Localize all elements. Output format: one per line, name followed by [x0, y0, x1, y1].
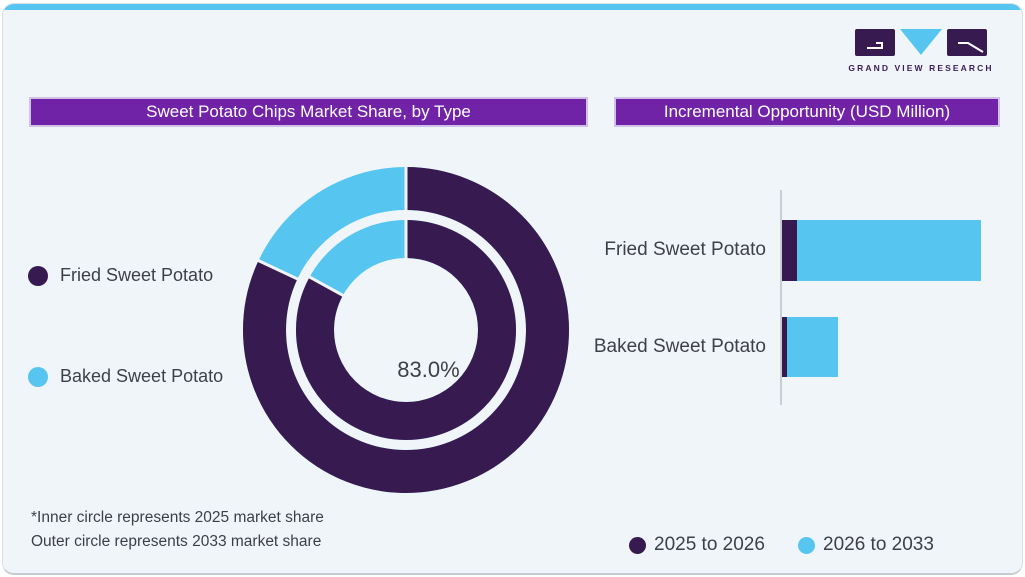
legend-label-baked: Baked Sweet Potato — [60, 366, 224, 386]
donut-segment-separator — [307, 274, 345, 298]
legend-label-2026-2033: 2026 to 2033 — [823, 534, 934, 555]
legend-item-2026-2033: 2026 to 2033 — [798, 534, 934, 556]
grand-view-research-logo: GRAND VIEW RESEARCH — [847, 29, 995, 73]
logo-v-triangle-icon — [900, 29, 942, 55]
logo-g-block-icon — [855, 29, 895, 56]
right-panel-title: Incremental Opportunity (USD Million) — [614, 97, 1000, 127]
bar-label-baked: Baked Sweet Potato — [593, 336, 766, 357]
bar-segment-2025-2026 — [782, 220, 797, 281]
legend-item-fried: Fried Sweet Potato — [28, 265, 213, 286]
legend-item-2025-2026: 2025 to 2026 — [629, 534, 765, 556]
legend-dot-baked — [28, 366, 48, 387]
donut-chart — [236, 160, 576, 500]
logo-r-block-icon — [947, 29, 987, 56]
logo-marks — [847, 29, 995, 57]
bar-chart-axis — [780, 190, 782, 405]
legend-dot-2025-2026 — [629, 536, 646, 554]
top-accent-bar — [3, 4, 1022, 10]
legend-dot-2026-2033 — [798, 536, 815, 554]
logo-wordmark: GRAND VIEW RESEARCH — [848, 63, 994, 73]
legend-label-fried: Fried Sweet Potato — [60, 265, 214, 285]
left-panel-title: Sweet Potato Chips Market Share, by Type — [29, 97, 588, 127]
bar-segment-2026-2033 — [796, 220, 981, 281]
legend-item-baked: Baked Sweet Potato — [28, 366, 223, 387]
footnote-line-2: Outer circle represents 2033 market shar… — [31, 533, 322, 550]
legend-dot-fried — [28, 265, 48, 286]
bar-segment-2026-2033 — [786, 317, 838, 377]
legend-label-2025-2026: 2025 to 2026 — [654, 534, 765, 555]
donut-segment-separator — [256, 258, 300, 281]
card: GRAND VIEW RESEARCH Sweet Potato Chips M… — [2, 3, 1023, 575]
bar-segment-2025-2026 — [782, 317, 787, 377]
bar-label-fried: Fried Sweet Potato — [604, 239, 766, 260]
footnote-line-1: *Inner circle represents 2025 market sha… — [31, 509, 324, 526]
donut-center-label: 83.0% — [397, 357, 460, 382]
